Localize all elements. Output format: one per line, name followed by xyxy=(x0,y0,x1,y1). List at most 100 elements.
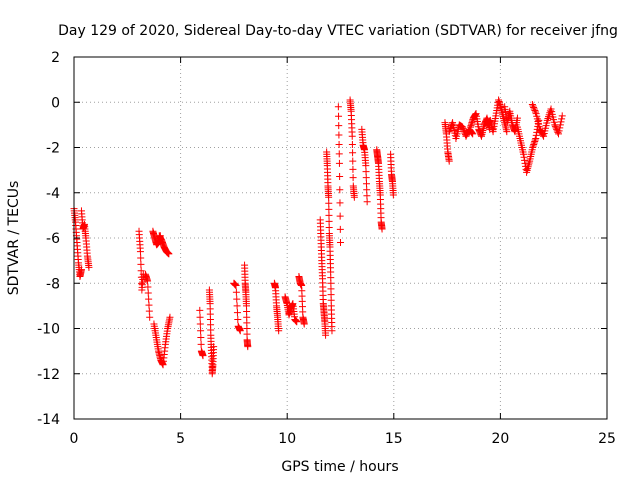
data-point xyxy=(530,139,538,147)
data-point xyxy=(335,131,343,139)
data-point xyxy=(136,248,144,256)
data-point xyxy=(556,124,564,132)
data-point xyxy=(348,132,356,140)
data-point xyxy=(336,186,344,194)
y-tick-label: -8 xyxy=(46,276,60,292)
data-point xyxy=(362,180,370,188)
data-point xyxy=(325,211,333,219)
data-point xyxy=(337,239,344,247)
data-point xyxy=(523,167,531,175)
data-point xyxy=(468,128,476,136)
data-point xyxy=(529,102,537,110)
data-point xyxy=(445,128,453,136)
data-point xyxy=(532,131,540,139)
data-point xyxy=(558,112,566,120)
data-point xyxy=(325,223,333,231)
data-point xyxy=(77,266,85,274)
data-point xyxy=(145,307,153,315)
data-point xyxy=(336,212,344,220)
data-point xyxy=(363,198,371,206)
y-tick-label: -12 xyxy=(37,367,60,383)
data-point xyxy=(325,199,333,207)
data-point xyxy=(85,263,93,271)
data-point xyxy=(389,191,397,199)
data-point xyxy=(325,193,333,201)
y-tick-label: -14 xyxy=(37,412,60,428)
data-point xyxy=(544,114,552,122)
data-point xyxy=(349,174,357,182)
y-tick-label: 0 xyxy=(51,95,60,111)
data-point xyxy=(233,302,241,310)
data-point xyxy=(166,313,174,321)
x-tick-labels: 0 5 10 15 20 25 xyxy=(70,431,616,447)
data-point xyxy=(539,131,547,139)
data-point xyxy=(232,282,240,290)
data-point xyxy=(531,136,539,144)
data-point xyxy=(244,343,252,351)
data-point xyxy=(529,144,537,151)
x-tick-label: 15 xyxy=(385,431,403,447)
data-point xyxy=(532,134,540,142)
data-point xyxy=(197,327,205,335)
data-point xyxy=(234,315,242,323)
data-point xyxy=(144,289,152,297)
data-point xyxy=(300,320,308,328)
x-axis-label: GPS time / hours xyxy=(281,459,398,475)
data-point xyxy=(531,137,539,145)
data-point xyxy=(137,260,145,268)
data-point xyxy=(350,193,358,201)
data-point xyxy=(554,128,562,136)
data-point xyxy=(196,306,204,314)
data-point xyxy=(349,149,357,157)
data-point xyxy=(144,277,152,285)
x-tick-label: 5 xyxy=(176,431,185,447)
data-point xyxy=(378,225,386,233)
data-point xyxy=(521,156,529,164)
data-point xyxy=(233,309,241,317)
data-point xyxy=(349,165,357,173)
data-point xyxy=(531,108,539,116)
data-point xyxy=(335,140,343,148)
x-tick-label: 20 xyxy=(491,431,509,447)
data-point xyxy=(555,127,563,135)
data-point xyxy=(529,142,537,150)
data-point xyxy=(448,120,456,128)
data-point xyxy=(348,140,356,148)
data-point xyxy=(557,118,565,126)
data-point xyxy=(232,288,240,296)
data-point xyxy=(199,352,207,360)
data-point xyxy=(531,107,539,115)
x-tick-label: 10 xyxy=(278,431,296,447)
data-point xyxy=(336,225,344,233)
data-point xyxy=(459,125,467,133)
data-point xyxy=(530,105,538,113)
data-point xyxy=(513,114,521,122)
data-point xyxy=(145,301,153,309)
data-point xyxy=(528,101,536,109)
x-tick-label: 0 xyxy=(70,431,79,447)
y-tick-labels: 2 0 -2 -4 -6 -8 -10 -12 -14 xyxy=(37,50,60,428)
y-tick-label: -10 xyxy=(37,322,60,338)
data-point xyxy=(233,295,241,303)
data-point xyxy=(137,254,145,262)
data-point xyxy=(546,107,554,115)
data-point xyxy=(459,123,467,131)
data-point xyxy=(293,318,301,326)
data-point xyxy=(362,174,370,182)
chart-title: Day 129 of 2020, Sidereal Day-to-day VTE… xyxy=(58,23,618,39)
data-point xyxy=(530,104,538,112)
data-point xyxy=(363,192,371,200)
data-point xyxy=(325,205,333,213)
axis-ticks xyxy=(73,56,608,420)
data-point xyxy=(328,327,336,335)
data-point xyxy=(520,153,528,161)
data-point xyxy=(145,295,153,303)
data-point xyxy=(165,250,173,258)
x-tick-label: 25 xyxy=(598,431,616,447)
data-points xyxy=(70,96,566,378)
data-point xyxy=(558,115,566,123)
data-point xyxy=(551,122,559,130)
data-point xyxy=(335,122,343,130)
y-tick-label: -4 xyxy=(46,186,60,202)
